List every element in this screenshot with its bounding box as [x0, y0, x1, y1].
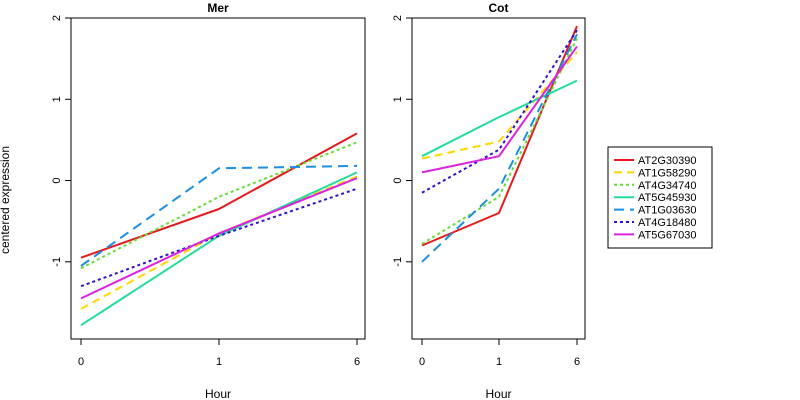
legend-label: AT2G30390 [638, 155, 697, 167]
y-tick-label: 0 [392, 177, 404, 183]
y-tick-label: 1 [51, 96, 63, 102]
y-tick-label: -1 [392, 257, 404, 267]
series-line-at4g18480 [80, 187, 358, 288]
y-tick-label: -1 [51, 257, 63, 267]
y-tick-label: 2 [392, 15, 404, 21]
series-line-at4g34740 [80, 141, 358, 270]
x-axis-label: Hour [485, 387, 511, 400]
series-line-at2g30390 [80, 132, 358, 259]
legend-label: AT4G18480 [638, 217, 697, 229]
panel-mer: Mer -1 0 1 2 0 1 6 Hour [51, 1, 366, 400]
y-axis-label: centered expression [0, 146, 12, 254]
x-tick-label: 6 [354, 356, 360, 368]
x-tick-label: 0 [419, 356, 425, 368]
legend-label: AT5G67030 [638, 229, 697, 241]
series-line-at4g34740 [421, 37, 578, 245]
plot-frame [411, 17, 586, 340]
series-line-at1g03630 [80, 164, 358, 267]
x-tick-label: 1 [496, 356, 502, 368]
series-line-at5g67030 [80, 177, 358, 300]
panel-cot: Cot -1 0 1 2 0 1 6 Hour [392, 1, 586, 400]
legend-label: AT5G45930 [638, 192, 697, 204]
series-line-at2g30390 [421, 25, 578, 247]
series-line-at1g58290 [421, 51, 578, 160]
panel-title: Mer [207, 1, 229, 15]
legend: AT2G30390AT1G58290AT4G34740AT5G45930AT1G… [607, 146, 713, 249]
legend-label: AT4G34740 [638, 180, 697, 192]
series-line-at5g45930 [421, 79, 578, 158]
x-tick-label: 0 [78, 356, 84, 368]
plot-frame [70, 17, 366, 340]
legend-label: AT1G03630 [638, 205, 697, 217]
y-tick-label: 1 [392, 96, 404, 102]
series-line-at5g67030 [421, 45, 578, 174]
y-tick-label: 0 [51, 177, 63, 183]
series-line-at1g03630 [421, 33, 578, 263]
y-tick-label: 2 [51, 15, 63, 21]
legend-label: AT1G58290 [638, 167, 697, 179]
x-tick-label: 1 [216, 356, 222, 368]
panel-title: Cot [489, 1, 509, 15]
x-tick-label: 6 [574, 356, 580, 368]
x-axis-label: Hour [205, 387, 231, 400]
